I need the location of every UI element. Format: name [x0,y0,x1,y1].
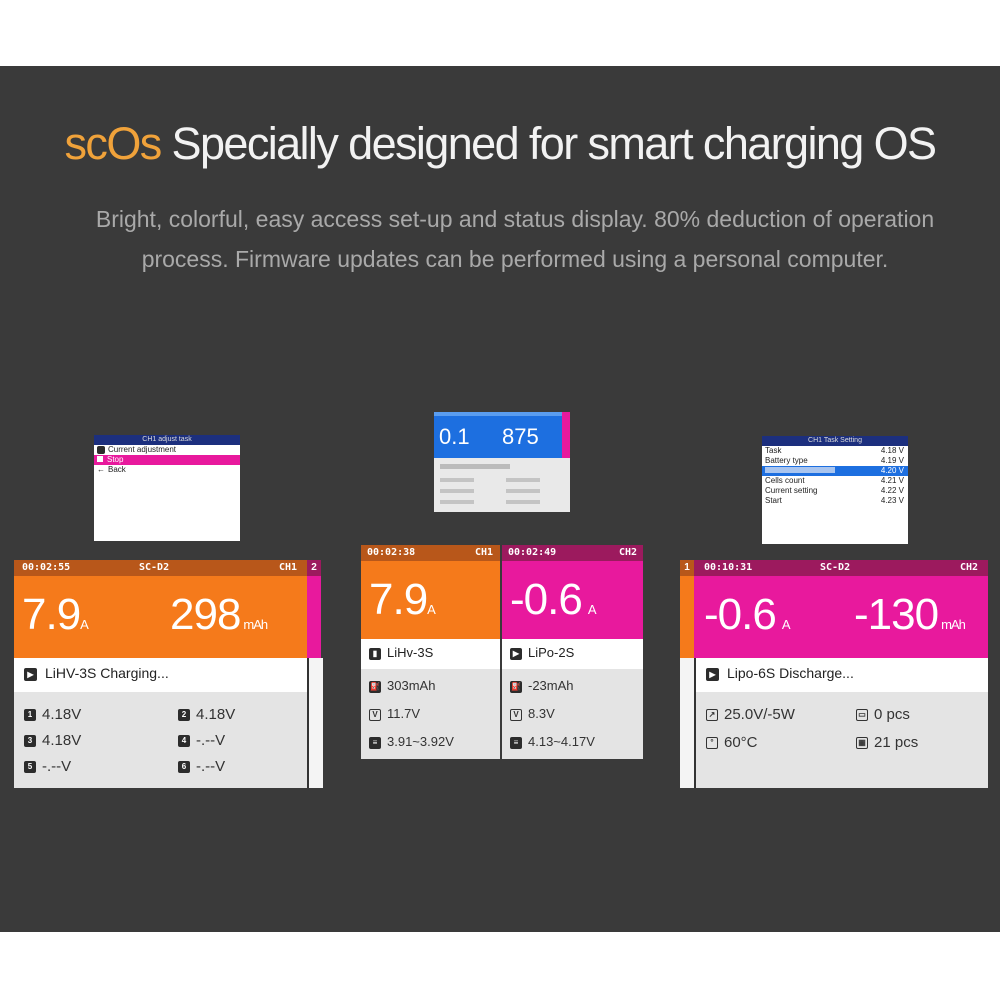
capacity-value: -130 mAh [854,590,966,639]
current-value: -0.6 A [704,590,790,639]
channel-1-indicator [680,576,694,658]
charger-screen-ch2: 1 00:10:31 SC-D2 CH2 -0.6 A -130 mAh ▶ Lipo… [680,560,988,788]
ch2-readout: -0.6 A [502,561,643,639]
subtitle-line-2: process. Firmware updates can be perform… [141,246,889,272]
current-value: 7.9A [22,590,89,639]
menu-title: CH1 adjust task [94,435,240,445]
cell-1-voltage: 1 4.18V [24,706,81,723]
ch2-status-bar: 00:02:49 CH2 [502,545,643,561]
menu-item-stop[interactable]: Stop [94,455,240,465]
charger-screen-ch1: 00:02:55 SC-D2 CH1 2 7.9A 298 mAh ▶ LiHV-3… [14,560,323,788]
ch1-capacity: ⛽ 303mAh [369,678,436,693]
preview-side-tab [562,412,570,458]
charger-screen-dual: 00:02:38 CH1 00:02:49 CH2 7.9A -0.6 A ▮ Li… [361,545,643,759]
fuel-icon: ⛽ [510,680,522,693]
temperature-reading: ° 60°C [706,734,758,751]
status-bar: 00:10:31 SC-D2 CH2 [694,560,988,576]
preview-status-line [440,464,510,469]
charging-icon: ▶ [24,667,37,681]
cells-icon: ≡ [369,736,381,749]
cell-3-voltage: 3 4.18V [24,732,81,749]
power-reading: ↗ 25.0V/-5W [706,706,795,723]
discharge-icon: ▶ [706,667,719,681]
page-title: scOs Specially designed for smart chargi… [0,118,1000,170]
menu-item-selected[interactable]: 4.20 V [762,466,908,476]
battery-icon: ▶ [510,647,522,660]
channel-2-indicator [307,576,321,658]
grid-icon: ▦ [856,737,868,750]
voltage-icon: V [510,708,522,721]
preview-current: 0.1 [439,424,470,449]
capacity-value: 298 mAh [170,590,268,639]
ch2-voltage: V 8.3V [510,706,555,721]
fuel-icon: ⛽ [369,680,381,693]
model-name: SC-D2 [139,562,170,573]
ch2-cell-range: ≡ 4.13~4.17V [510,734,595,749]
cells-icon: ≡ [510,736,522,749]
channel-2-tab[interactable]: 2 [307,560,321,576]
menu-item-start[interactable]: Start 4.23 V [765,496,904,505]
menu-item-task[interactable]: Task 4.18 V [765,446,904,455]
elapsed-time: 00:10:31 [704,562,753,573]
status-bar: 00:02:55 SC-D2 CH1 [14,560,307,576]
charge-status: ▶ LiHV-3S Charging... [24,665,169,681]
ch1-status-bar: 00:02:38 CH1 [361,545,500,561]
menu-item-battery-type[interactable]: Battery type 4.19 V [765,456,904,465]
channel-label: CH1 [279,562,298,573]
cell-5-voltage: 5 -.--V [24,758,71,775]
menu-item-back[interactable]: ← Back [97,465,126,474]
preview-capacity: 875 [502,424,539,449]
power-icon: ↗ [706,709,718,722]
readout-panel: -0.6 A -130 mAh [694,576,988,658]
title-text: Specially designed for smart charging OS [171,118,938,169]
cell-voltage-panel [14,692,307,788]
menu-item-cells-count[interactable]: Cells count 4.21 V [765,476,904,485]
ch1-readout: 7.9A [361,561,500,639]
adjust-task-menu: CH1 adjust task Current adjustment Stop … [94,435,240,541]
stop-icon [97,456,103,462]
cell-4-voltage: 4 -.--V [178,732,225,749]
ch2-battery-type: ▶ LiPo-2S [510,645,574,660]
ch1-current: 7.9A [369,575,436,624]
menu-item-current-setting[interactable]: Current setting 4.22 V [765,486,904,495]
channel-1-tab[interactable]: 1 [680,560,694,576]
task-setting-menu: CH1 Task Setting Task 4.18 V Battery type… [762,436,908,544]
channel-label: CH2 [960,562,979,573]
discharge-status: ▶ Lipo-6S Discharge... [706,665,854,681]
menu-title: CH1 Task Setting [762,436,908,446]
brand-name: scOs [64,118,163,169]
battery-icon: ▮ [369,647,381,660]
ch2-current: -0.6 A [510,575,596,624]
ch1-voltage: V 11.7V [369,706,420,721]
menu-item-current-adjustment[interactable]: Current adjustment [94,445,240,455]
count-reading-2: ▦ 21 pcs [856,734,918,751]
thermometer-icon: ° [706,737,718,750]
ch2-capacity: ⛽ -23mAh [510,678,574,693]
model-name: SC-D2 [820,562,851,573]
back-arrow-icon: ← [97,465,105,474]
readout-panel: 7.9A 298 mAh [14,576,307,658]
subtitle-line-1: Bright, colorful, easy access set-up and… [95,206,935,232]
preview-header: 0.1 875 [434,412,562,458]
calendar-icon: ▭ [856,709,868,722]
preview-screen: 0.1 875 [434,412,570,512]
count-reading-1: ▭ 0 pcs [856,706,910,723]
cell-6-voltage: 6 -.--V [178,758,225,775]
info-panel [696,692,988,788]
edit-icon [97,445,105,454]
ch1-cell-range: ≡ 3.91~3.92V [369,734,454,749]
elapsed-time: 00:02:55 [22,562,71,573]
cell-2-voltage: 2 4.18V [178,706,235,723]
ch1-battery-type: ▮ LiHv-3S [369,645,433,660]
voltage-icon: V [369,708,381,721]
